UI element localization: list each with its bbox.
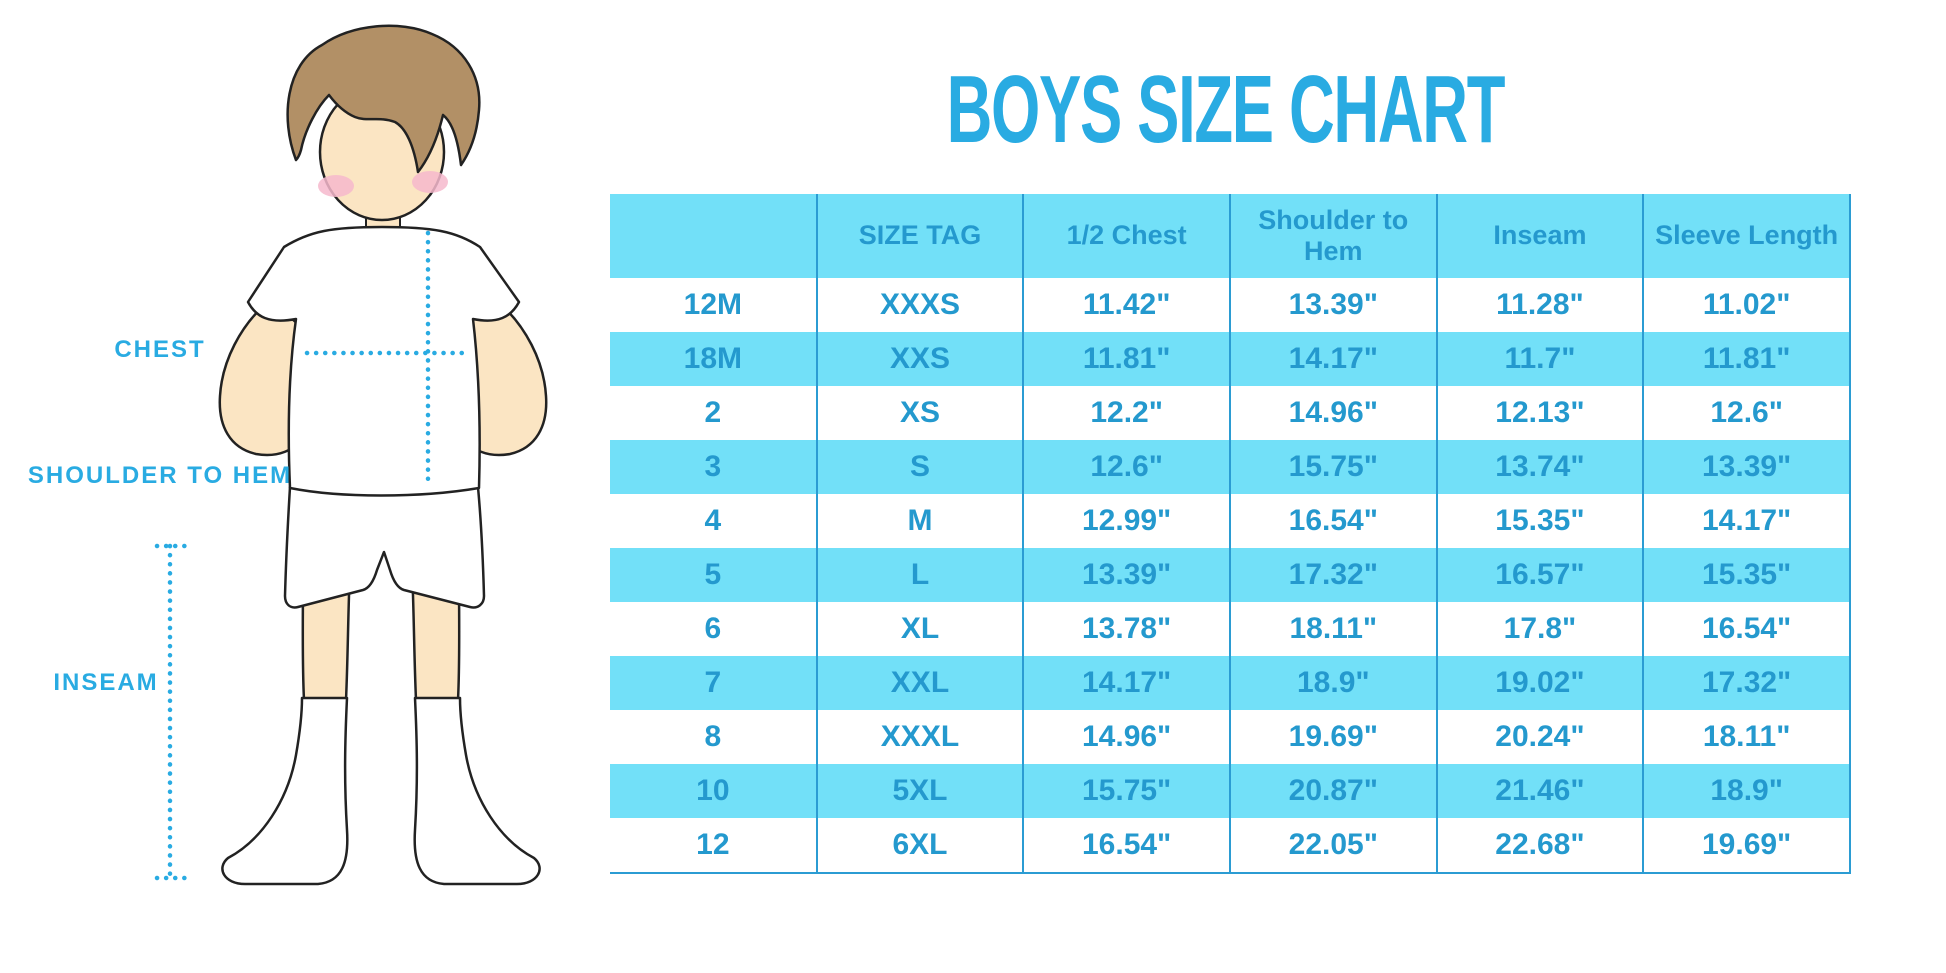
size-cell: 4 xyxy=(610,494,818,548)
half-chest-cell: 16.54" xyxy=(1023,818,1231,874)
inseam-cell: 13.74" xyxy=(1436,440,1645,494)
sleeve-length-cell: 11.81" xyxy=(1643,332,1851,386)
shoulder-to-hem-cell: 17.32" xyxy=(1229,548,1438,602)
size-cell: 7 xyxy=(610,656,818,710)
table-row: 18M XXS 11.81" 14.17" 11.7" 11.81" xyxy=(610,332,1851,386)
header-cell-shoulder-to-hem: Shoulder to Hem xyxy=(1229,194,1438,278)
shoulder-to-hem-cell: 19.69" xyxy=(1229,710,1438,764)
sleeve-length-cell: 16.54" xyxy=(1643,602,1851,656)
shoulder-to-hem-cell: 20.87" xyxy=(1229,764,1438,818)
boy-cheek-right xyxy=(412,171,448,193)
inseam-cell: 17.8" xyxy=(1436,602,1645,656)
table-row: 2 XS 12.2" 14.96" 12.13" 12.6" xyxy=(610,386,1851,440)
inseam-cell: 15.35" xyxy=(1436,494,1645,548)
half-chest-cell: 13.78" xyxy=(1023,602,1231,656)
size-cell: 12M xyxy=(610,278,818,332)
inseam-cell: 11.28" xyxy=(1436,278,1645,332)
size-cell: 6 xyxy=(610,602,818,656)
inseam-cell: 22.68" xyxy=(1436,818,1645,874)
chest-label: CHEST xyxy=(114,336,206,363)
size-cell: 2 xyxy=(610,386,818,440)
half-chest-cell: 12.2" xyxy=(1023,386,1231,440)
size-tag-cell: 5XL xyxy=(816,764,1025,818)
table-row: 10 5XL 15.75" 20.87" 21.46" 18.9" xyxy=(610,764,1851,818)
size-cell: 8 xyxy=(610,710,818,764)
size-tag-cell: XXS xyxy=(816,332,1025,386)
shoulder-to-hem-cell: 15.75" xyxy=(1229,440,1438,494)
size-table: SIZE TAG 1/2 Chest Shoulder to Hem Insea… xyxy=(610,194,1851,874)
sleeve-length-cell: 17.32" xyxy=(1643,656,1851,710)
inseam-measure-line xyxy=(154,543,193,881)
size-cell: 10 xyxy=(610,764,818,818)
boy-right-sock xyxy=(413,696,541,886)
table-row: 5 L 13.39" 17.32" 16.57" 15.35" xyxy=(610,548,1851,602)
sleeve-length-cell: 18.11" xyxy=(1643,710,1851,764)
header-cell-inseam: Inseam xyxy=(1436,194,1645,278)
shoulder-to-hem-cell: 13.39" xyxy=(1229,278,1438,332)
half-chest-cell: 12.6" xyxy=(1023,440,1231,494)
sleeve-length-cell: 11.02" xyxy=(1643,278,1851,332)
boy-hair xyxy=(286,24,481,174)
size-tag-cell: XXXS xyxy=(816,278,1025,332)
table-row: 3 S 12.6" 15.75" 13.74" 13.39" xyxy=(610,440,1851,494)
shoulder-to-hem-cell: 18.11" xyxy=(1229,602,1438,656)
table-row: 7 XXL 14.17" 18.9" 19.02" 17.32" xyxy=(610,656,1851,710)
size-cell: 18M xyxy=(610,332,818,386)
header-cell-size-tag: SIZE TAG xyxy=(816,194,1025,278)
shoulder-to-hem-cell: 18.9" xyxy=(1229,656,1438,710)
size-tag-cell: XXL xyxy=(816,656,1025,710)
inseam-cell: 21.46" xyxy=(1436,764,1645,818)
size-tag-cell: XS xyxy=(816,386,1025,440)
sleeve-length-cell: 15.35" xyxy=(1643,548,1851,602)
table-row: 8 XXXL 14.96" 19.69" 20.24" 18.11" xyxy=(610,710,1851,764)
half-chest-cell: 13.39" xyxy=(1023,548,1231,602)
inseam-cell: 16.57" xyxy=(1436,548,1645,602)
table-row: 4 M 12.99" 16.54" 15.35" 14.17" xyxy=(610,494,1851,548)
size-tag-cell: 6XL xyxy=(816,818,1025,874)
half-chest-cell: 12.99" xyxy=(1023,494,1231,548)
inseam-cell: 20.24" xyxy=(1436,710,1645,764)
half-chest-cell: 11.42" xyxy=(1023,278,1231,332)
boy-tshirt xyxy=(246,225,521,497)
half-chest-cell: 15.75" xyxy=(1023,764,1231,818)
boy-left-sock xyxy=(221,696,349,886)
size-tag-cell: XL xyxy=(816,602,1025,656)
half-chest-cell: 14.96" xyxy=(1023,710,1231,764)
boy-cheek-left xyxy=(318,175,354,197)
header-cell-half-chest: 1/2 Chest xyxy=(1023,194,1231,278)
inseam-cell: 11.7" xyxy=(1436,332,1645,386)
shoulder-to-hem-cell: 16.54" xyxy=(1229,494,1438,548)
inseam-cell: 19.02" xyxy=(1436,656,1645,710)
size-cell: 12 xyxy=(610,818,818,874)
sleeve-length-cell: 14.17" xyxy=(1643,494,1851,548)
size-tag-cell: S xyxy=(816,440,1025,494)
inseam-label: INSEAM xyxy=(53,669,159,696)
sleeve-length-cell: 19.69" xyxy=(1643,818,1851,874)
shoulder-to-hem-label: SHOULDER TO HEM xyxy=(27,462,293,489)
size-table-header: SIZE TAG 1/2 Chest Shoulder to Hem Insea… xyxy=(610,194,1851,278)
boy-shorts xyxy=(283,485,486,609)
sleeve-length-cell: 18.9" xyxy=(1643,764,1851,818)
size-cell: 3 xyxy=(610,440,818,494)
sleeve-length-cell: 12.6" xyxy=(1643,386,1851,440)
header-cell-blank xyxy=(610,194,818,278)
size-tag-cell: M xyxy=(816,494,1025,548)
table-row: 12M XXXS 11.42" 13.39" 11.28" 11.02" xyxy=(610,278,1851,332)
table-row: 6 XL 13.78" 18.11" 17.8" 16.54" xyxy=(610,602,1851,656)
size-cell: 5 xyxy=(610,548,818,602)
boy-illustration xyxy=(154,24,548,886)
page-title: BOYS SIZE CHART xyxy=(946,56,1505,163)
shoulder-to-hem-cell: 14.96" xyxy=(1229,386,1438,440)
sleeve-length-cell: 13.39" xyxy=(1643,440,1851,494)
half-chest-cell: 14.17" xyxy=(1023,656,1231,710)
header-cell-sleeve-length: Sleeve Length xyxy=(1643,194,1851,278)
size-tag-cell: XXXL xyxy=(816,710,1025,764)
size-tag-cell: L xyxy=(816,548,1025,602)
table-row: 12 6XL 16.54" 22.05" 22.68" 19.69" xyxy=(610,818,1851,874)
half-chest-cell: 11.81" xyxy=(1023,332,1231,386)
inseam-cell: 12.13" xyxy=(1436,386,1645,440)
shoulder-to-hem-cell: 14.17" xyxy=(1229,332,1438,386)
shoulder-to-hem-cell: 22.05" xyxy=(1229,818,1438,874)
